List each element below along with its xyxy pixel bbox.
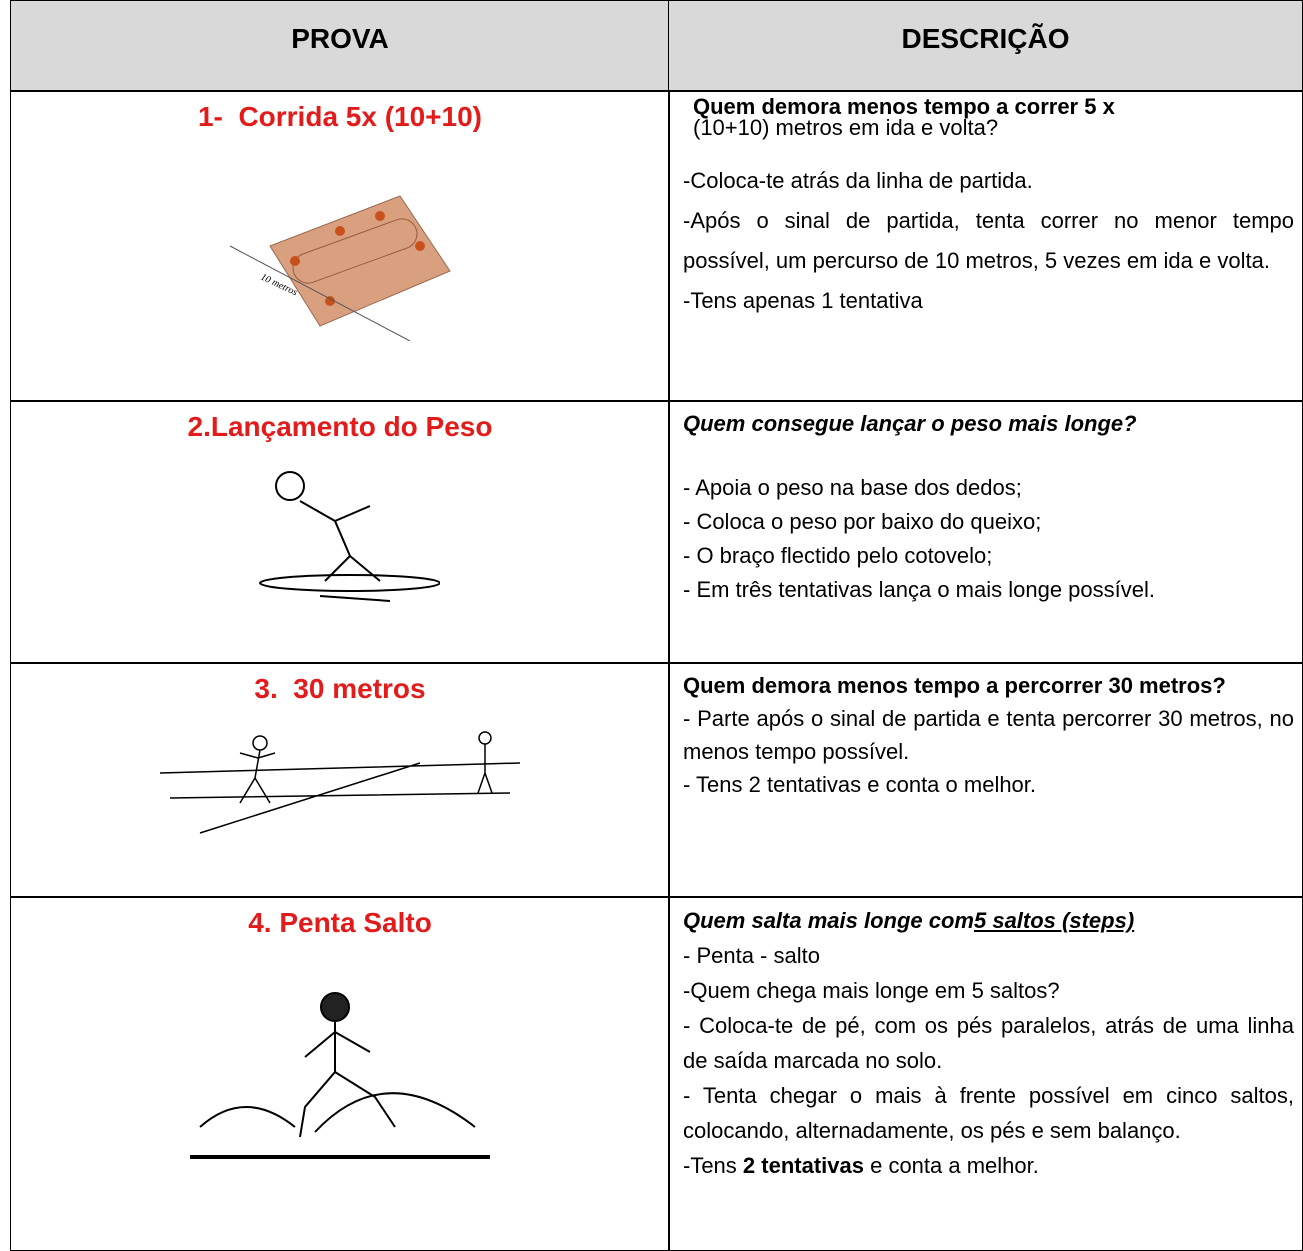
bold-text: 2 tentativas xyxy=(742,1153,864,1178)
row-title: 4. Penta Salto xyxy=(248,907,432,938)
question: Quem salta mais longe com xyxy=(683,908,974,933)
illustration: 10 metros xyxy=(229,195,451,341)
paragraph: - Apoia o peso na base dos dedos; xyxy=(683,475,1022,500)
paragraph: -Tens apenas 1 tentativa xyxy=(683,288,923,313)
header-text: PROVA xyxy=(291,23,389,54)
cell: 4. Penta Salto xyxy=(10,896,670,1251)
cell: 2.Lançamento do Peso xyxy=(10,400,670,664)
question: (10+10) metros em ida e volta? xyxy=(693,115,999,140)
paragraph: - Tens 2 tentativas e conta o melhor. xyxy=(683,772,1037,797)
illustration xyxy=(190,992,490,1159)
cell: Quem salta mais longe com5 saltos (steps… xyxy=(668,896,1303,1251)
header-text: DESCRIÇÃO xyxy=(901,23,1070,54)
row-title: 1- Corrida 5x (10+10) xyxy=(197,101,483,132)
row-title: 3. 30 metros xyxy=(254,673,426,704)
paragraph: -Coloca-te atrás da linha de partida. xyxy=(683,168,1033,193)
paragraph: - Tenta chegar o mais à frente possível … xyxy=(683,1083,1294,1143)
cell: 3. 30 metros xyxy=(10,662,670,898)
question: Quem demora menos tempo a percorrer 30 m… xyxy=(683,673,1226,698)
paragraph: -Após o sinal de partida, tenta correr n… xyxy=(683,208,1294,273)
row-title: 2.Lançamento do Peso xyxy=(187,411,493,442)
paragraph: -Quem chega mais longe em 5 saltos? xyxy=(683,978,1060,1003)
paragraph: - Penta - salto xyxy=(683,943,820,968)
cell: Quem demora menos tempo a percorrer 30 m… xyxy=(668,662,1303,898)
paragraph: - O braço flectido pelo cotovelo; xyxy=(683,543,993,568)
text: e conta a melhor. xyxy=(863,1153,1039,1178)
paragraph: - Coloca o peso por baixo do queixo; xyxy=(683,509,1042,534)
header-cell: DESCRIÇÃO xyxy=(668,0,1303,92)
paragraph: - Coloca-te de pé, com os pés paralelos,… xyxy=(683,1013,1294,1073)
header-cell: PROVA xyxy=(10,0,670,92)
paragraph: - Em três tentativas lança o mais longe … xyxy=(683,577,1155,602)
text: -Tens xyxy=(683,1153,743,1178)
paragraph: - Parte após o sinal de partida e tenta … xyxy=(683,706,1294,764)
cell: Quem consegue lançar o peso mais longe? … xyxy=(668,400,1303,664)
question: Quem consegue lançar o peso mais longe? xyxy=(683,411,1137,436)
cell: 1- Corrida 5x (10+10) 10 metros xyxy=(10,90,670,402)
question-emphasis: 5 saltos (steps) xyxy=(973,908,1135,933)
question: Quem demora menos tempo a correr 5 x xyxy=(693,94,1115,119)
illustration xyxy=(160,731,520,834)
cell: Quem demora menos tempo a correr 5 x (10… xyxy=(668,90,1303,402)
illustration xyxy=(259,471,440,602)
